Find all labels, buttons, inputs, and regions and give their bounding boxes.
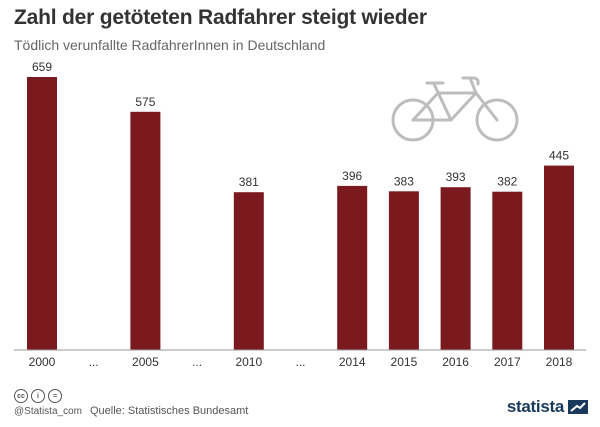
value-label-2014: 396 [342,169,362,183]
tick-label-2015: 2015 [391,355,418,369]
brand-name: statista [506,397,564,416]
bar-2014 [337,185,368,350]
tick-label-ellipsis: ... [89,355,99,369]
bar-2017 [492,191,523,350]
tick-label-2005: 2005 [132,355,159,369]
source-note: Quelle: Statistisches Bundesamt [90,405,249,417]
value-label-2015: 383 [394,174,414,188]
bar-2015 [388,191,419,350]
chart-title: Zahl der getöteten Radfahrer steigt wied… [14,6,427,29]
value-label-2016: 393 [446,170,466,184]
bar-2005 [130,111,161,350]
footer-left: cc i = @Statista_com [14,389,82,417]
bar-2016 [440,187,471,350]
bicycle-icon [391,76,519,142]
value-label-2005: 575 [135,95,155,109]
chart-subtitle: Tödlich verunfallte RadfahrerInnen in De… [14,37,326,53]
tick-label-ellipsis: ... [192,355,202,369]
value-label-2017: 382 [497,175,517,189]
tick-label-2010: 2010 [235,355,262,369]
statista-logo-icon [568,400,588,414]
statista-logo[interactable]: statista [507,397,588,417]
tick-label-2000: 2000 [29,355,56,369]
tick-label-2018: 2018 [546,355,573,369]
bar-2018 [544,165,574,350]
tick-label-2016: 2016 [442,355,469,369]
no-derivatives-icon[interactable]: = [48,389,62,403]
value-label-2018: 445 [549,149,569,163]
statista-handle[interactable]: @Statista_com [14,406,82,417]
cc-icon[interactable]: cc [14,389,28,403]
bar-2000 [27,77,57,350]
license-icons: cc i = [14,389,82,403]
tick-label-2017: 2017 [494,355,521,369]
value-label-2010: 381 [239,175,259,189]
value-label-2000: 659 [32,60,52,74]
tick-label-2014: 2014 [339,355,366,369]
tick-label-ellipsis: ... [295,355,305,369]
attribution-icon[interactable]: i [31,389,45,403]
bar-2010 [233,192,264,350]
